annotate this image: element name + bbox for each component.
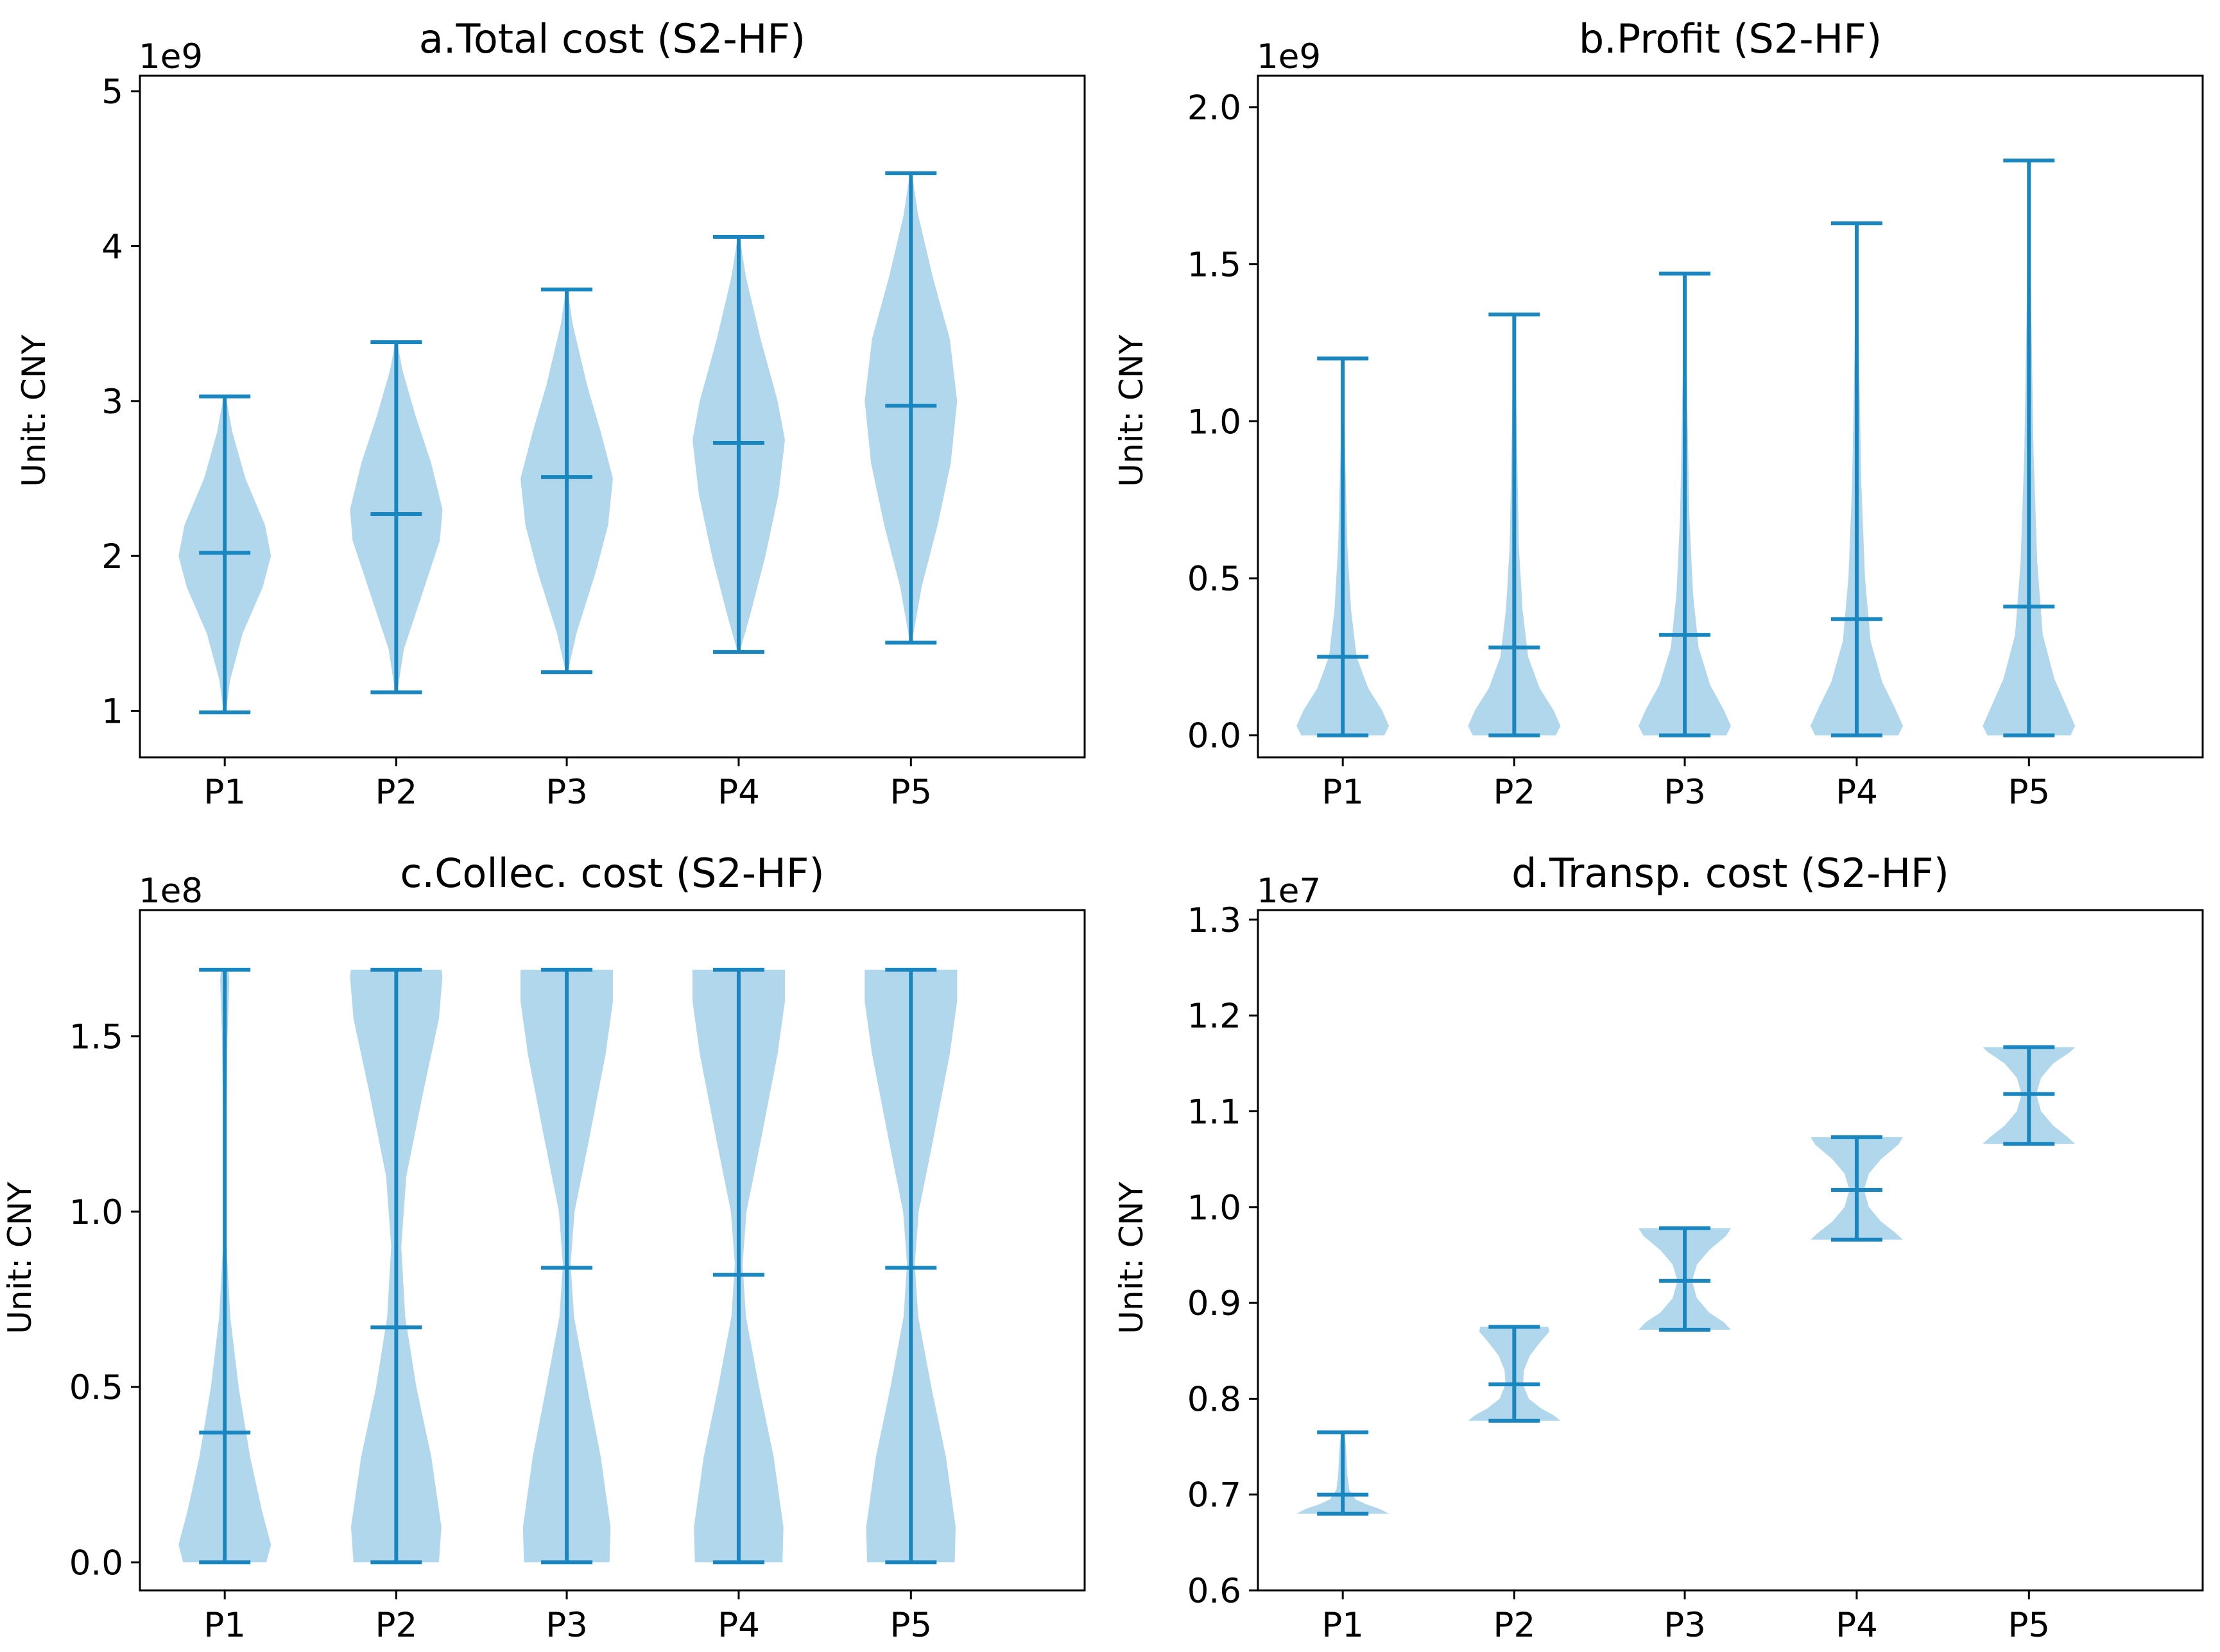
panel-4: d.Transp. cost (S2-HF) 1e7 Unit: CNY 0.6 0.7…	[1113, 850, 2204, 1645]
x-tick-label: P5	[890, 773, 932, 812]
x-tick-label: P5	[2008, 773, 2050, 812]
x-tick-label: P2	[375, 773, 418, 812]
y-tick-label: 1	[101, 693, 123, 732]
panel-3: c.Collec. cost (S2-HF) 1e8 Unit: CNY 0.0 0.5…	[1, 850, 1086, 1645]
x-tick-label: P3	[546, 773, 588, 812]
plot-frame	[139, 74, 1086, 759]
y-tick-label: 0.6	[1187, 1572, 1241, 1611]
y-tick-label: 2	[101, 537, 123, 576]
panel-1: a.Total cost (S2-HF) 1e9 Unit: CNY 1 2 3 4 5 P1 P…	[15, 15, 1086, 812]
chart-title: a.Total cost (S2-HF)	[419, 15, 805, 62]
y-tick-label: 4	[101, 228, 123, 267]
chart-title: d.Transp. cost (S2-HF)	[1511, 850, 1949, 897]
y-tick-label: 0.8	[1187, 1380, 1241, 1419]
x-tick-label: P3	[1664, 773, 1706, 812]
y-tick-label: 1.0	[1187, 1189, 1241, 1228]
y-tick-label: 0.5	[1187, 560, 1241, 599]
y-tick-label: 0.9	[1187, 1284, 1241, 1323]
y-tick-label: 2.0	[1187, 89, 1241, 128]
axis-multiplier: 1e9	[139, 37, 203, 76]
plot-frame	[139, 909, 1086, 1592]
x-tick-label: P1	[203, 1606, 246, 1645]
y-tick-label: 0.0	[1187, 717, 1241, 756]
axis-multiplier: 1e8	[139, 872, 203, 911]
x-tick-label: P2	[1493, 773, 1536, 812]
y-tick-label: 0.0	[69, 1544, 123, 1583]
y-tick-label: 0.5	[69, 1368, 123, 1407]
x-tick-label: P1	[1321, 773, 1364, 812]
y-axis-label: Unit: CNY	[1113, 334, 1150, 487]
x-tick-label: P2	[1493, 1606, 1536, 1645]
y-axis-label: Unit: CNY	[1, 1182, 39, 1334]
y-tick-label: 1.1	[1187, 1093, 1241, 1132]
x-tick-label: P4	[1836, 1606, 1878, 1645]
x-tick-label: P5	[2008, 1606, 2050, 1645]
chart-title: b.Profit (S2-HF)	[1579, 15, 1882, 62]
x-tick-label: P4	[718, 773, 760, 812]
axis-multiplier: 1e7	[1257, 872, 1321, 911]
y-axis-label: Unit: CNY	[15, 334, 53, 487]
y-tick-label: 1.3	[1187, 901, 1241, 940]
x-tick-label: P2	[375, 1606, 418, 1645]
x-tick-label: P1	[1321, 1606, 1364, 1645]
y-tick-label: 1.5	[1187, 246, 1241, 285]
x-tick-label: P1	[203, 773, 246, 812]
x-tick-label: P4	[718, 1606, 760, 1645]
y-tick-label: 1.0	[69, 1193, 123, 1232]
panel-2: b.Profit (S2-HF) 1e9 Unit: CNY 0.0 0.5 1.0 1.5…	[1113, 15, 2204, 812]
x-tick-label: P4	[1836, 773, 1878, 812]
y-tick-label: 0.7	[1187, 1476, 1241, 1515]
chart-title: c.Collec. cost (S2-HF)	[400, 850, 824, 897]
y-tick-label: 5	[101, 73, 123, 112]
y-tick-label: 3	[101, 383, 123, 422]
y-tick-label: 1.0	[1187, 402, 1241, 442]
y-axis-label: Unit: CNY	[1113, 1182, 1150, 1334]
x-tick-label: P3	[1664, 1606, 1706, 1645]
y-tick-label: 1.2	[1187, 997, 1241, 1036]
plot-frame	[1257, 909, 2204, 1592]
y-tick-label: 1.5	[69, 1018, 123, 1057]
x-tick-label: P3	[546, 1606, 588, 1645]
plot-frame	[1257, 74, 2204, 759]
axis-multiplier: 1e9	[1257, 37, 1321, 76]
x-tick-label: P5	[890, 1606, 932, 1645]
